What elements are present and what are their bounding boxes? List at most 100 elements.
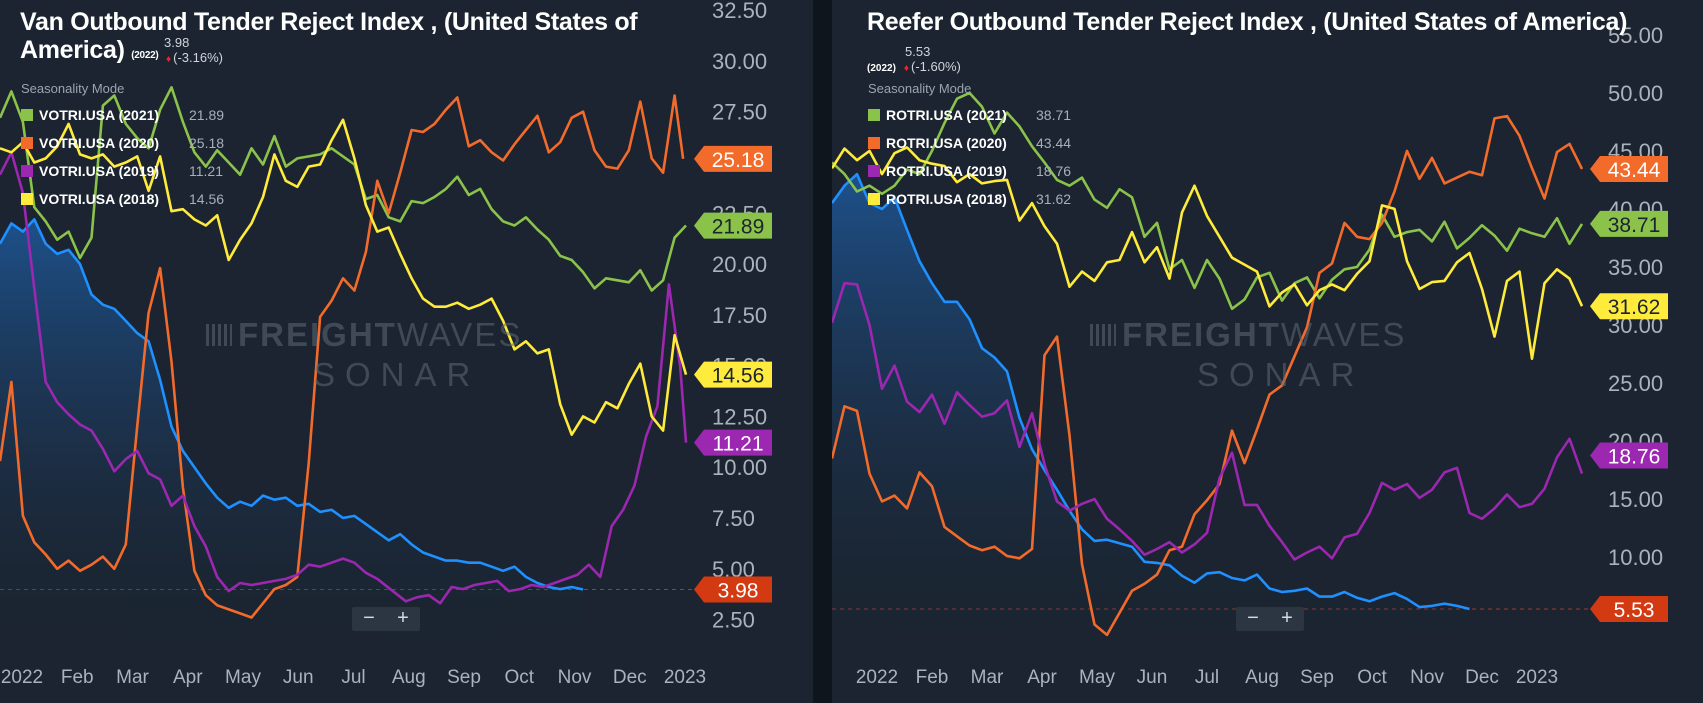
legend-swatch [21, 165, 33, 177]
value-callout: 18.76 [1590, 442, 1668, 469]
year-tag: (2022) [867, 63, 896, 74]
zoom-out-button[interactable]: − [1247, 607, 1259, 629]
series-line [832, 91, 1584, 311]
y-tick-label: 32.50 [712, 0, 767, 23]
current-value: 3.98 [164, 35, 190, 50]
legend-item[interactable]: ROTRI.USA (2021) 38.71 [868, 101, 1071, 129]
x-tick-label: Sep [1300, 667, 1334, 688]
x-tick-label: Jun [283, 667, 314, 688]
van-chart-panel: 32.5030.0027.5025.0022.5020.0017.5015.00… [0, 0, 813, 703]
zoom-out-button[interactable]: − [363, 607, 375, 629]
reefer-chart-panel: 55.00 50.00 45.00 40.00 35.00 30.00 25.00 20.00… [832, 0, 1703, 703]
callout-value: 14.56 [712, 365, 765, 388]
reefer-chart-plot: 55.0050.0045.0040.0035.0030.0025.0020.00… [832, 23, 1668, 688]
legend-item[interactable]: VOTRI.USA (2018) 14.56 [21, 185, 224, 213]
series-line [832, 281, 1584, 561]
y-tick-label: 25.00 [1608, 371, 1663, 396]
van-chart-plot: 32.5030.0027.5025.0022.5020.0017.5015.00… [0, 0, 772, 688]
x-tick-label: Sep [447, 667, 481, 688]
zoom-controls: − + [1236, 607, 1304, 631]
callout-tag [1590, 293, 1668, 320]
legend-name: ROTRI.USA (2018) [886, 191, 1007, 207]
current-change: 5.53 (2022) ♦ (-1.60%) [867, 44, 961, 76]
watermark-brand: FREIGHTWAVES [238, 316, 523, 353]
series-area [0, 219, 584, 650]
legend-value: 21.89 [189, 107, 225, 123]
legend-swatch [868, 193, 880, 205]
callout-value: 38.71 [1608, 214, 1661, 237]
x-tick-label: Jun [1137, 667, 1168, 688]
x-tick-label: Aug [1245, 667, 1279, 688]
callout-tag [694, 576, 772, 603]
callout-tag [1590, 156, 1668, 182]
callout-tag [1590, 442, 1668, 469]
legend-name: ROTRI.USA (2021) [886, 107, 1007, 123]
y-tick-label: 27.50 [712, 100, 767, 125]
watermark-brand: FREIGHTWAVES [1122, 316, 1407, 353]
legend-value: 18.76 [1036, 163, 1072, 179]
callout-value: 25.18 [712, 149, 765, 172]
x-tick-label: Oct [504, 667, 534, 688]
seasonality-mode-label: Seasonality Mode [868, 81, 972, 96]
x-tick-label: May [1079, 667, 1115, 688]
callout-tag [1590, 210, 1668, 237]
legend-item[interactable]: VOTRI.USA (2020) 25.18 [21, 129, 224, 157]
callout-value: 43.44 [1608, 159, 1661, 182]
down-arrow-icon: ♦ [903, 63, 910, 74]
x-tick-label: Dec [1465, 667, 1499, 688]
change-percent: (-3.16%) [173, 50, 223, 65]
callout-value: 3.98 [718, 579, 759, 602]
x-tick-label: Mar [116, 667, 149, 688]
series-line [832, 172, 1470, 611]
legend-swatch [868, 165, 880, 177]
legend-swatch [868, 109, 880, 121]
y-tick-label: 2.50 [712, 608, 755, 633]
callout-tag [694, 361, 772, 388]
freightwaves-logo-icon [1090, 324, 1116, 346]
chart-title: Van Outbound Tender Reject Index , (Unit… [20, 8, 638, 64]
legend-value: 11.21 [189, 163, 223, 179]
x-tick-label: 2022 [1, 667, 43, 688]
chart-legend: VOTRI.USA (2021) 21.89 VOTRI.USA (2020) 25… [21, 101, 224, 213]
value-callout: 31.62 [1590, 293, 1668, 320]
value-callout: 11.21 [694, 429, 772, 456]
y-tick-label: 17.50 [712, 303, 767, 328]
legend-item[interactable]: ROTRI.USA (2018) 31.62 [868, 185, 1071, 213]
y-tick-label: 30.00 [712, 49, 767, 74]
change-percent: (-1.60%) [911, 59, 961, 74]
zoom-controls: − + [352, 607, 420, 631]
legend-value: 14.56 [189, 191, 225, 207]
callout-tag [694, 212, 772, 239]
legend-item[interactable]: VOTRI.USA (2019) 11.21 [21, 157, 224, 185]
y-tick-label: 7.50 [712, 506, 755, 531]
x-tick-label: 2022 [856, 667, 898, 688]
callout-value: 31.62 [1608, 296, 1661, 319]
callout-value: 18.76 [1608, 445, 1661, 468]
current-change: 3.98 ♦ (-3.16%) [164, 35, 223, 67]
legend-item[interactable]: ROTRI.USA (2019) 18.76 [868, 157, 1071, 185]
legend-name: VOTRI.USA (2019) [39, 163, 160, 179]
callout-value: 21.89 [712, 216, 765, 239]
legend-swatch [21, 193, 33, 205]
x-tick-label: Apr [173, 667, 203, 688]
zoom-in-button[interactable]: + [1281, 607, 1293, 629]
value-callout: 21.89 [694, 212, 772, 239]
watermark-product: SONAR [313, 356, 481, 393]
legend-item[interactable]: ROTRI.USA (2020) 43.44 [868, 129, 1071, 157]
value-callout: 14.56 [694, 361, 772, 388]
y-tick-label: 15.00 [1608, 487, 1663, 512]
freightwaves-logo-icon [206, 324, 232, 346]
legend-item[interactable]: VOTRI.USA (2021) 21.89 [21, 101, 224, 129]
zoom-in-button[interactable]: + [397, 607, 409, 629]
y-tick-label: 10.00 [712, 455, 767, 480]
value-callout: 5.53 [1590, 596, 1668, 623]
callout-tag [694, 429, 772, 456]
value-callout: 3.98 [694, 576, 772, 603]
legend-name: ROTRI.USA (2020) [886, 135, 1007, 151]
value-callout: 38.71 [1590, 210, 1668, 237]
legend-name: VOTRI.USA (2021) [39, 107, 160, 123]
callout-tag [1590, 596, 1668, 623]
x-tick-label: Mar [971, 667, 1004, 688]
legend-swatch [868, 137, 880, 149]
x-tick-label: 2023 [664, 667, 706, 688]
